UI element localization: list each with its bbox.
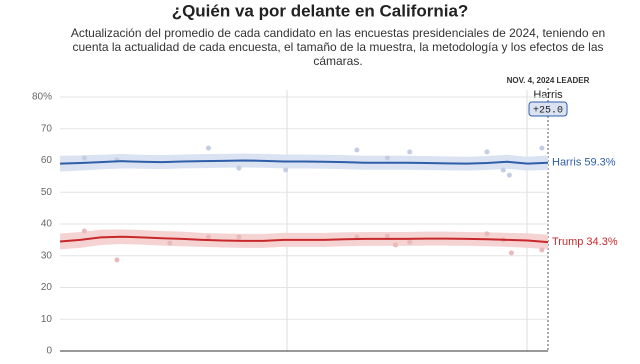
poll-dot (236, 165, 242, 171)
poll-dot (500, 167, 506, 173)
y-tick-label: 40 (41, 219, 53, 230)
poll-dot (283, 167, 289, 173)
subtitle: Actualización del promedio de cada candi… (71, 26, 605, 40)
trend-line (59, 159, 549, 165)
poll-dot (508, 250, 514, 256)
poll-dot (484, 149, 490, 155)
subtitle: cámaras. (313, 54, 362, 68)
leader-name: Harris (533, 89, 563, 101)
y-tick-label: 70 (41, 123, 53, 134)
poll-dot (407, 149, 413, 155)
trend-line (59, 235, 549, 244)
poll-dot (539, 145, 545, 151)
end-label: Harris 59.3% (552, 157, 616, 169)
poll-dot (539, 247, 545, 253)
subtitle: cuenta la actualidad de cada encuesta, e… (73, 40, 604, 54)
poll-dot (354, 147, 360, 153)
poll-dot (384, 233, 390, 239)
y-tick-label: 30 (41, 250, 53, 261)
poll-dot (407, 239, 413, 245)
poll-dot (114, 257, 120, 263)
confidence-band (60, 153, 548, 172)
poll-dot (236, 234, 242, 240)
y-tick-label: 60 (41, 155, 53, 166)
leader-heading: NOV. 4, 2024 LEADER (507, 76, 590, 85)
y-tick-label: 10 (41, 314, 53, 325)
chart-title: ¿Quién va por delante en California? (172, 1, 469, 20)
poll-dot (484, 231, 490, 237)
y-tick-label: 50 (41, 187, 53, 198)
y-tick-label: 0 (46, 346, 52, 357)
poll-dot (81, 228, 87, 234)
end-label: Trump 34.3% (552, 236, 618, 248)
y-tick-label: 20 (41, 282, 53, 293)
y-tick-label: 80% (32, 92, 52, 103)
leader-box (528, 101, 568, 117)
poll-dot (81, 155, 87, 161)
poll-dot (384, 155, 390, 161)
poll-dot (205, 234, 211, 240)
poll-dot (393, 242, 398, 248)
poll-dot (205, 145, 211, 151)
poll-dot (506, 172, 512, 178)
leader-margin: +25.0 (533, 106, 563, 117)
poll-dot (167, 240, 173, 246)
